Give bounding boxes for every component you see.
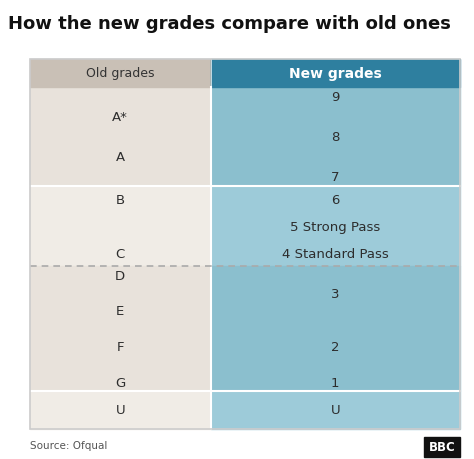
Text: 5 Strong Pass: 5 Strong Pass <box>290 220 381 233</box>
Bar <box>30 391 210 429</box>
Text: 4 Standard Pass: 4 Standard Pass <box>282 247 389 260</box>
Text: U: U <box>330 403 340 417</box>
Text: Source: Ofqual: Source: Ofqual <box>30 440 108 450</box>
Text: U: U <box>116 403 125 417</box>
Bar <box>30 267 210 391</box>
Text: D: D <box>115 269 125 282</box>
Text: 2: 2 <box>331 340 339 353</box>
Text: How the new grades compare with old ones: How the new grades compare with old ones <box>8 15 451 33</box>
Text: G: G <box>115 376 126 389</box>
Text: B: B <box>116 194 125 207</box>
Bar <box>210 391 460 429</box>
Text: 6: 6 <box>331 194 339 207</box>
Bar <box>210 88 460 187</box>
Text: A: A <box>116 151 125 163</box>
Bar <box>30 88 210 187</box>
Bar <box>30 187 210 267</box>
Text: New grades: New grades <box>289 67 382 81</box>
Bar <box>210 187 460 267</box>
Text: 8: 8 <box>331 131 339 144</box>
Bar <box>424 437 460 457</box>
Text: 7: 7 <box>331 170 339 184</box>
Bar <box>210 267 460 391</box>
Text: 9: 9 <box>331 91 339 104</box>
Bar <box>30 60 210 88</box>
Text: C: C <box>116 247 125 260</box>
Text: Old grades: Old grades <box>86 67 155 80</box>
Bar <box>30 60 460 429</box>
Text: F: F <box>117 340 124 353</box>
Bar <box>210 60 460 88</box>
Text: 3: 3 <box>331 287 339 300</box>
Text: BBC: BBC <box>428 441 456 453</box>
Text: A*: A* <box>112 111 128 124</box>
Text: 1: 1 <box>331 376 339 389</box>
Text: E: E <box>116 305 124 318</box>
